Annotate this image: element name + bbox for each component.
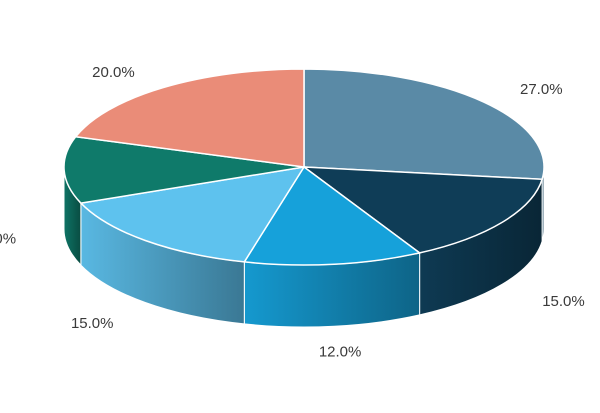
pie-side-walls (63, 166, 545, 328)
pie-slice-6 (74, 68, 305, 168)
pie-slice-4 (79, 165, 306, 263)
pie-slice-label-3: 12.0% (319, 344, 362, 361)
pie-slice-1 (303, 68, 545, 181)
pie-slice-label-4: 15.0% (71, 315, 114, 332)
pie-slice-label-5: 11.0% (0, 231, 16, 248)
pie-top-faces (63, 68, 545, 266)
pie-slice-label-6: 20.0% (92, 64, 135, 81)
pie-slice-label-2: 15.0% (542, 293, 585, 310)
pie-slice-5 (63, 135, 305, 204)
pie-slice-label-1: 27.0% (520, 81, 563, 98)
pie-slice-3 (243, 165, 422, 266)
pie-slice-2 (301, 166, 544, 254)
pie-data-labels: 27.0% 15.0% 12.0% 15.0% 11.0% 20.0% (0, 64, 585, 361)
